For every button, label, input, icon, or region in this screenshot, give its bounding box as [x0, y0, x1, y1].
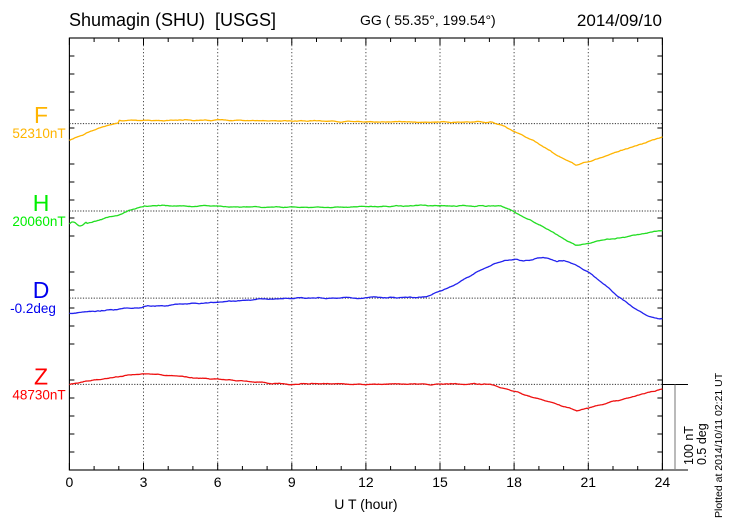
svg-text:Z: Z: [34, 364, 48, 390]
svg-text:12: 12: [358, 474, 374, 490]
svg-text:3: 3: [140, 474, 148, 490]
svg-text:15: 15: [432, 474, 448, 490]
svg-text:6: 6: [214, 474, 222, 490]
svg-text:24: 24: [655, 474, 671, 490]
svg-text:9: 9: [288, 474, 296, 490]
svg-text:21: 21: [581, 474, 597, 490]
svg-text:F: F: [34, 102, 48, 128]
svg-text:-0.2deg: -0.2deg: [10, 301, 56, 316]
svg-text:GG ( 55.35°, 199.54°): GG ( 55.35°, 199.54°): [360, 12, 496, 28]
svg-text:100 nT: 100 nT: [682, 426, 696, 465]
svg-text:D: D: [33, 277, 50, 303]
svg-text:2014/09/10: 2014/09/10: [577, 11, 662, 30]
svg-text:0: 0: [66, 474, 74, 490]
svg-text:Plotted at 2014/10/11 02:21 UT: Plotted at 2014/10/11 02:21 UT: [713, 372, 725, 518]
svg-text:0.5 deg: 0.5 deg: [695, 423, 709, 465]
svg-text:48730nT: 48730nT: [12, 388, 65, 403]
svg-text:52310nT: 52310nT: [12, 126, 65, 141]
svg-text:H: H: [33, 190, 50, 216]
svg-text:Shumagin (SHU) [USGS]: Shumagin (SHU) [USGS]: [69, 10, 276, 30]
svg-text:18: 18: [506, 474, 522, 490]
svg-text:U T (hour): U T (hour): [334, 496, 397, 512]
svg-text:20060nT: 20060nT: [12, 214, 65, 229]
